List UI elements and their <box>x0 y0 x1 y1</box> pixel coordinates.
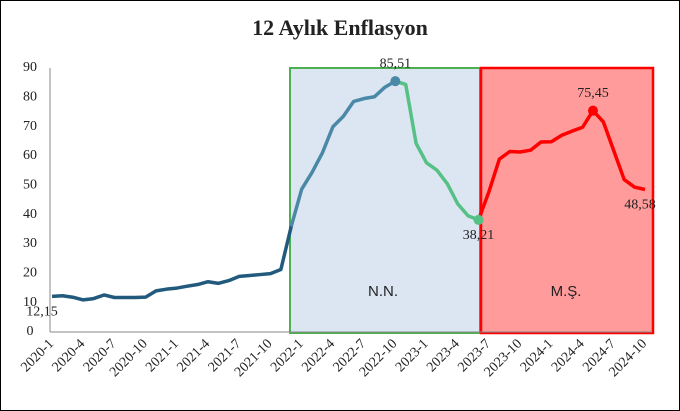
y-tick-label: 90 <box>23 60 37 75</box>
y-tick-label: 0 <box>27 324 34 339</box>
point-marker <box>587 105 598 116</box>
y-tick-label: 10 <box>23 295 37 310</box>
data-label: 12,15 <box>26 305 58 320</box>
region-box <box>289 67 481 334</box>
series-line <box>476 108 646 221</box>
y-tick-label: 30 <box>23 236 37 251</box>
region-box <box>479 66 655 335</box>
data-label: 48,58 <box>624 198 656 213</box>
y-tick-label: 20 <box>23 266 37 281</box>
chart-title: 12 Aylık Enflasyon <box>252 15 428 40</box>
y-tick-label: 70 <box>23 119 37 134</box>
region-label: M.Ş. <box>551 283 582 300</box>
series-line <box>394 79 480 222</box>
region-label: N.N. <box>368 283 398 300</box>
y-tick-label: 60 <box>23 148 37 163</box>
series-line <box>289 79 397 227</box>
y-tick-label: 80 <box>23 90 37 105</box>
data-label: 85,51 <box>380 56 412 71</box>
point-marker <box>473 214 484 225</box>
y-tick-label: 50 <box>23 178 37 193</box>
data-label: 75,45 <box>577 86 609 101</box>
data-label: 38,21 <box>463 228 495 243</box>
y-tick-label: 40 <box>23 207 37 222</box>
series-line <box>51 225 293 302</box>
point-marker <box>390 76 401 87</box>
